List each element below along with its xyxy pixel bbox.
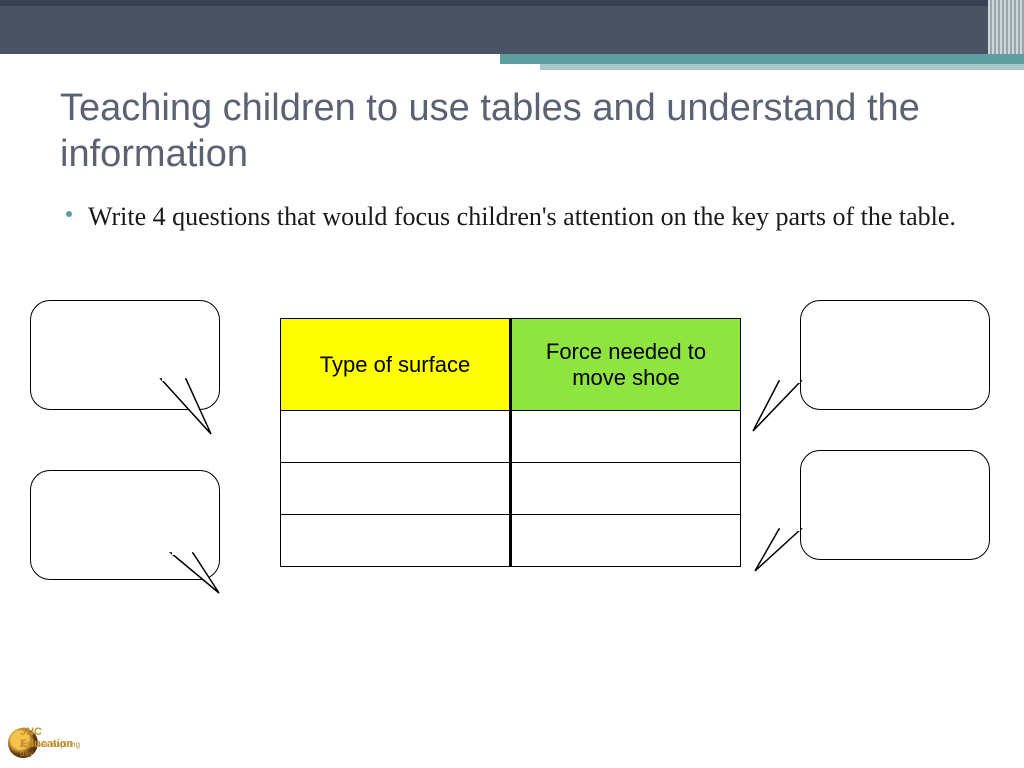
header-stripe-decoration <box>988 0 1024 54</box>
worksheet-table: Type of surface Force needed to move sho… <box>280 318 741 567</box>
callout-bottom-left <box>30 470 220 580</box>
accent-bar-secondary <box>540 64 1024 70</box>
bullet-marker-icon <box>66 211 72 217</box>
table-row <box>281 463 741 515</box>
slide-title: Teaching children to use tables and unde… <box>60 86 960 177</box>
table-cell <box>511 463 741 515</box>
callout-top-right <box>800 300 990 410</box>
callout-tail-icon <box>753 381 813 436</box>
table-cell <box>511 515 741 567</box>
column-header-surface: Type of surface <box>281 319 511 411</box>
accent-bar-primary <box>500 54 1024 64</box>
table-cell <box>281 515 511 567</box>
callout-tail-icon <box>755 529 815 579</box>
callout-bottom-right <box>800 450 990 560</box>
table-cell <box>281 463 511 515</box>
column-header-label: Type of surface <box>320 352 470 377</box>
table-cell <box>511 411 741 463</box>
table-row <box>281 515 741 567</box>
bullet-item: Write 4 questions that would focus child… <box>88 200 958 234</box>
footer-logo: JNC Education Another inspiring day <box>8 726 90 760</box>
content-area: Type of surface Force needed to move sho… <box>0 300 1024 680</box>
slide-header-band <box>0 0 1024 54</box>
logo-text-secondary: Another inspiring day <box>20 740 90 758</box>
column-header-label: Force needed to move shoe <box>546 339 706 390</box>
bullet-text: Write 4 questions that would focus child… <box>88 202 956 231</box>
table-row <box>281 411 741 463</box>
callout-tail-icon <box>171 553 231 603</box>
callout-tail-icon <box>161 379 221 439</box>
table-cell <box>281 411 511 463</box>
callout-top-left <box>30 300 220 410</box>
column-header-force: Force needed to move shoe <box>511 319 741 411</box>
